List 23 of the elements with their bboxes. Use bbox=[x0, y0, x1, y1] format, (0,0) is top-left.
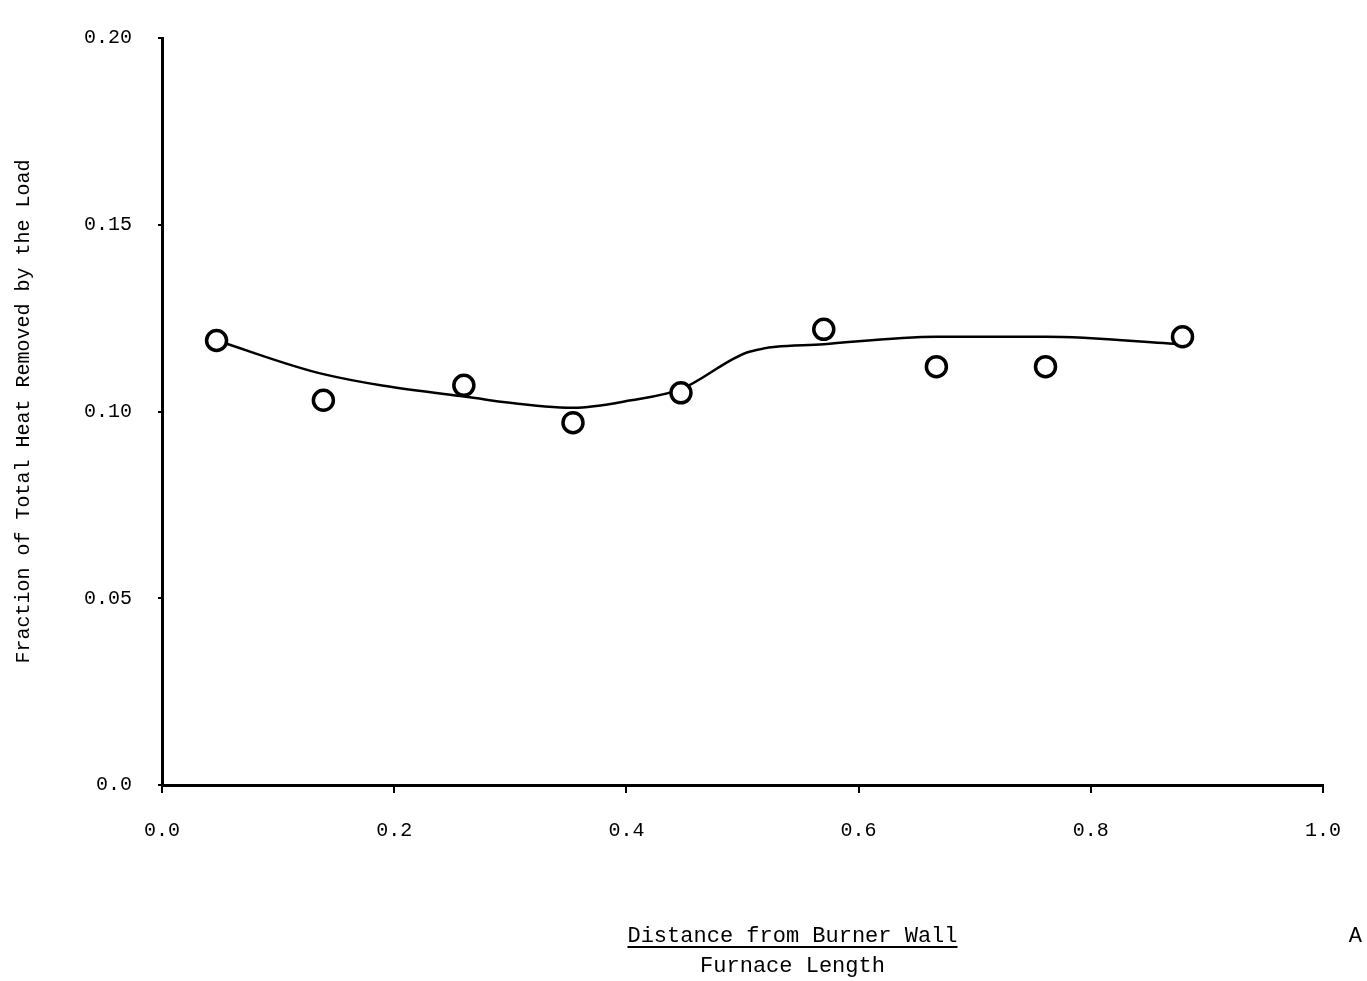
point bbox=[1170, 325, 1195, 349]
point bbox=[561, 410, 585, 435]
y-tick-label: 0.10 bbox=[83, 399, 132, 423]
y-tick-label: 0.15 bbox=[83, 213, 132, 237]
point bbox=[669, 381, 693, 405]
x-tick-label: 1.0 bbox=[1304, 819, 1341, 843]
x-tick-label: 0.0 bbox=[143, 819, 181, 843]
point bbox=[924, 354, 949, 379]
y-tick-label: 0.20 bbox=[83, 26, 132, 50]
point bbox=[452, 373, 476, 398]
y-axis-title: Fraction of Total Heat Removed by the Load bbox=[12, 159, 36, 664]
x-axis-title: Distance from Burner Wall Furnace Length bbox=[627, 924, 958, 979]
text: A bbox=[1348, 924, 1363, 949]
x-tick-label: 0.4 bbox=[608, 819, 645, 843]
x-tick-label: 0.8 bbox=[1072, 819, 1109, 843]
point bbox=[311, 388, 336, 413]
point bbox=[204, 328, 229, 353]
point bbox=[812, 317, 836, 342]
y-tick-label: 0.05 bbox=[83, 586, 132, 610]
x-tick-label: 0.2 bbox=[376, 819, 413, 843]
point bbox=[1033, 354, 1058, 379]
x-tick-label: 0.6 bbox=[840, 819, 877, 843]
y-tick-label: 0.0 bbox=[95, 773, 132, 797]
